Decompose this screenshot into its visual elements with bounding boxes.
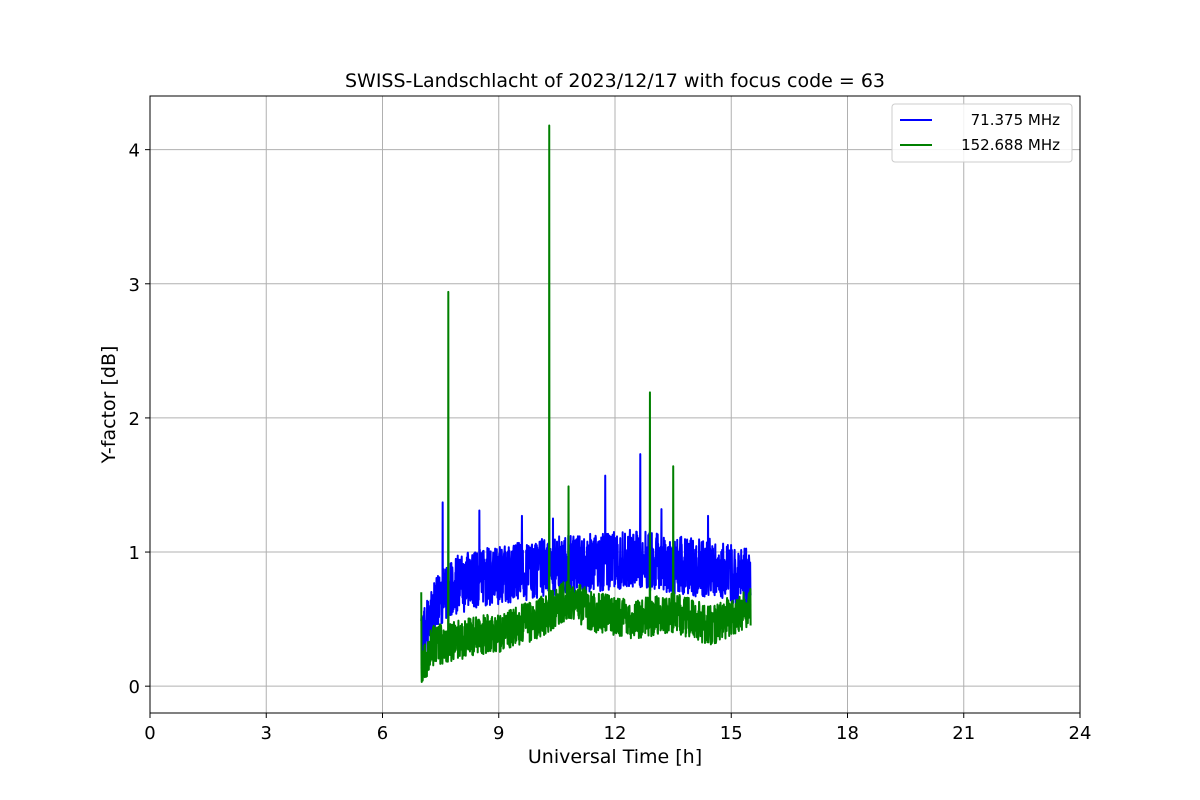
legend-label: 71.375 MHz [971,111,1060,129]
x-tick-label: 12 [604,723,627,744]
legend: 71.375 MHz 152.688 MHz [891,103,1073,163]
chart-title: SWISS-Landschlacht of 2023/12/17 with fo… [345,70,885,92]
y-tick-label: 1 [129,543,140,564]
y-tick-label: 2 [129,409,140,430]
series-layer [420,124,752,683]
legend-box [891,103,1073,163]
x-tick-label: 3 [261,723,272,744]
x-tick-label: 0 [144,723,155,744]
y-axis-label: Y-factor [dB] [98,346,120,465]
x-tick-label: 21 [952,723,975,744]
y-tick-label: 3 [129,275,140,296]
series-line-2 [420,124,752,683]
x-tick-label: 15 [720,723,743,744]
y-tick-label: 4 [129,141,140,162]
legend-label: 152.688 MHz [961,136,1060,154]
x-tick-label: 18 [836,723,859,744]
x-tick-label: 9 [493,723,504,744]
series-line-1 [420,453,752,674]
x-tick-label: 6 [377,723,388,744]
x-tick-label: 24 [1069,723,1092,744]
x-axis-label: Universal Time [h] [528,746,702,768]
y-tick-label: 0 [129,677,140,698]
